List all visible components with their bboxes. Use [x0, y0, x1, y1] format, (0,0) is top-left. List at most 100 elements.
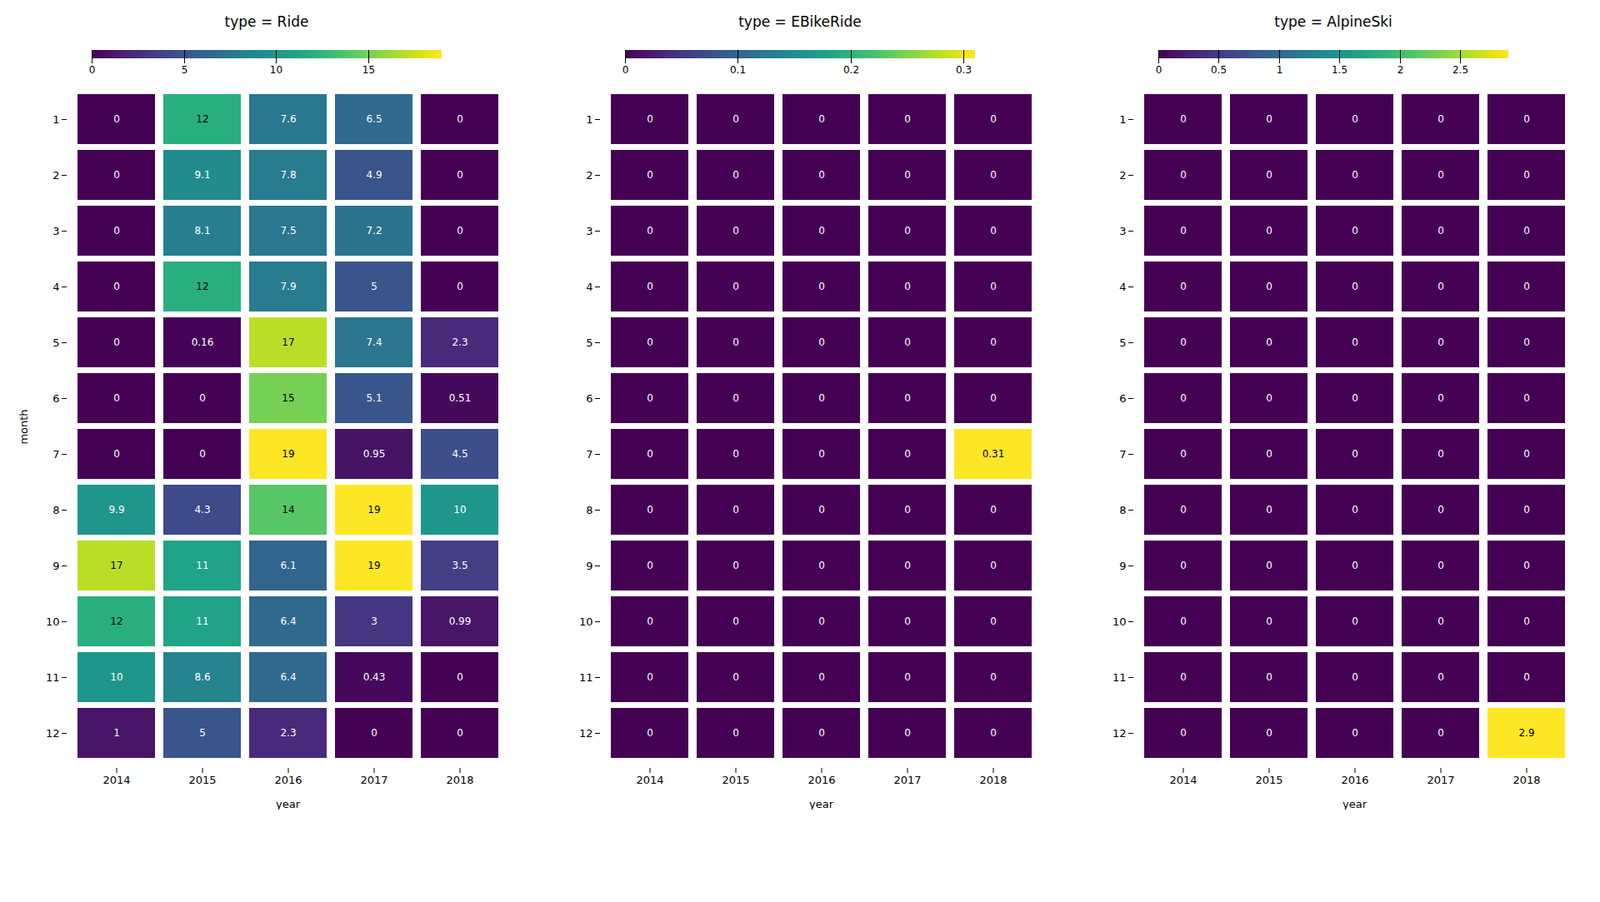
- svg-text:0: 0: [990, 225, 997, 237]
- svg-text:0: 0: [199, 448, 206, 460]
- svg-text:2014: 2014: [635, 774, 664, 787]
- svg-text:0: 0: [732, 169, 740, 181]
- svg-text:0: 0: [1523, 280, 1530, 293]
- svg-text:2.3: 2.3: [280, 727, 296, 740]
- svg-text:0: 0: [818, 336, 825, 349]
- svg-text:0: 0: [1523, 448, 1530, 460]
- svg-text:2018: 2018: [445, 774, 474, 787]
- svg-text:0: 0: [1523, 504, 1530, 516]
- svg-text:0: 0: [818, 504, 825, 516]
- svg-text:7.9: 7.9: [280, 280, 296, 293]
- svg-text:0: 0: [990, 336, 997, 349]
- svg-text:0: 0: [1523, 392, 1530, 405]
- svg-text:0: 0: [990, 671, 997, 684]
- svg-text:11: 11: [45, 671, 60, 685]
- svg-text:6.4: 6.4: [280, 671, 296, 684]
- svg-text:0: 0: [990, 727, 997, 740]
- svg-text:0: 0: [1351, 504, 1359, 516]
- svg-text:0: 0: [1180, 448, 1187, 460]
- svg-text:0: 0: [818, 169, 825, 181]
- svg-text:0: 0: [1351, 336, 1359, 349]
- svg-text:0: 0: [113, 169, 120, 181]
- svg-text:7.5: 7.5: [280, 225, 296, 237]
- svg-text:0: 0: [732, 727, 740, 740]
- svg-text:0: 0: [646, 615, 654, 628]
- svg-text:0: 0: [732, 671, 740, 684]
- svg-text:10: 10: [1112, 615, 1127, 629]
- svg-text:5: 5: [181, 64, 189, 76]
- svg-text:0: 0: [1265, 280, 1273, 293]
- svg-text:0: 0: [1265, 169, 1273, 181]
- svg-text:0: 0: [646, 336, 654, 349]
- svg-text:5.1: 5.1: [365, 392, 382, 405]
- svg-text:6.5: 6.5: [365, 113, 382, 125]
- svg-text:0.1: 0.1: [730, 64, 746, 76]
- svg-text:2: 2: [585, 169, 593, 182]
- svg-text:9: 9: [585, 560, 593, 573]
- svg-text:0: 0: [1437, 504, 1445, 516]
- svg-text:2015: 2015: [1255, 774, 1283, 787]
- svg-text:0: 0: [904, 336, 911, 349]
- svg-text:9.1: 9.1: [194, 169, 210, 181]
- svg-text:7.4: 7.4: [365, 336, 382, 349]
- svg-text:9: 9: [52, 560, 60, 573]
- svg-text:0: 0: [990, 504, 997, 516]
- svg-text:2015: 2015: [721, 774, 750, 787]
- svg-text:15: 15: [362, 64, 375, 76]
- svg-text:0: 0: [113, 336, 120, 349]
- svg-text:4.3: 4.3: [194, 504, 210, 516]
- svg-text:0: 0: [818, 615, 825, 628]
- svg-text:1: 1: [52, 113, 60, 126]
- svg-text:0: 0: [1265, 727, 1273, 740]
- svg-text:0: 0: [732, 225, 740, 237]
- svg-text:1: 1: [585, 113, 593, 126]
- svg-text:0.2: 0.2: [843, 64, 860, 76]
- svg-text:0: 0: [732, 448, 740, 460]
- svg-text:12: 12: [195, 113, 209, 125]
- svg-text:4: 4: [52, 280, 60, 294]
- svg-text:0: 0: [904, 615, 911, 628]
- svg-text:11: 11: [195, 615, 209, 628]
- svg-text:19: 19: [367, 504, 380, 516]
- svg-text:0: 0: [1155, 64, 1163, 76]
- svg-text:0: 0: [1351, 113, 1359, 125]
- svg-text:0: 0: [1437, 448, 1445, 460]
- svg-text:3: 3: [370, 615, 378, 628]
- svg-text:0: 0: [1265, 504, 1273, 516]
- svg-text:2014: 2014: [1169, 774, 1197, 787]
- svg-text:0: 0: [1351, 225, 1359, 237]
- svg-text:0.31: 0.31: [982, 448, 1005, 460]
- svg-text:11: 11: [1112, 671, 1127, 685]
- svg-text:10: 10: [270, 64, 283, 76]
- svg-text:12: 12: [45, 727, 60, 740]
- svg-text:0: 0: [1180, 280, 1187, 293]
- svg-text:12: 12: [1112, 727, 1127, 740]
- svg-text:0: 0: [622, 64, 630, 76]
- svg-text:2.3: 2.3: [451, 336, 468, 349]
- svg-text:0: 0: [1180, 225, 1187, 237]
- svg-text:9.9: 9.9: [108, 504, 125, 516]
- svg-text:3.5: 3.5: [451, 560, 468, 572]
- svg-text:0: 0: [1265, 671, 1273, 684]
- svg-text:0.16: 0.16: [191, 336, 215, 349]
- svg-text:0.5: 0.5: [1210, 64, 1227, 76]
- svg-text:0: 0: [990, 169, 997, 181]
- svg-text:0: 0: [456, 727, 464, 740]
- svg-text:0: 0: [1180, 169, 1187, 181]
- svg-text:2.5: 2.5: [1452, 64, 1469, 76]
- svg-text:month: month: [17, 409, 30, 445]
- svg-text:6.4: 6.4: [280, 615, 296, 628]
- svg-text:15: 15: [281, 392, 295, 405]
- svg-text:2016: 2016: [274, 774, 302, 787]
- svg-text:1: 1: [113, 727, 120, 740]
- svg-text:2.9: 2.9: [1518, 727, 1535, 740]
- svg-text:9: 9: [1119, 560, 1126, 573]
- svg-text:0: 0: [113, 113, 120, 125]
- svg-text:2017: 2017: [360, 774, 388, 787]
- svg-text:0: 0: [1437, 615, 1445, 628]
- svg-text:0: 0: [89, 64, 96, 76]
- svg-text:0: 0: [990, 113, 997, 125]
- svg-text:12: 12: [110, 615, 123, 628]
- svg-text:0: 0: [1351, 727, 1359, 740]
- svg-text:10: 10: [45, 615, 60, 629]
